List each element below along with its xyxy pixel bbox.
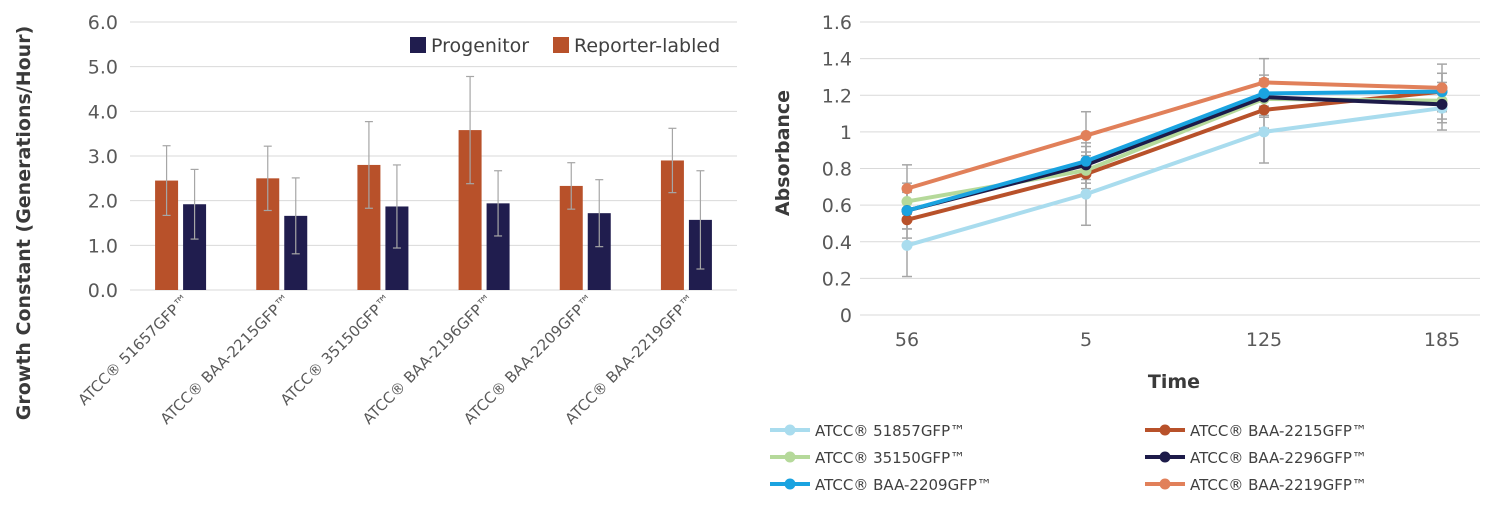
y-tick-label: 0.4 <box>822 232 852 254</box>
bar <box>660 160 684 290</box>
y-tick-label: 3.0 <box>88 146 118 168</box>
x-tick-label: 185 <box>1424 329 1460 351</box>
y-tick-label: 0.2 <box>822 268 852 290</box>
data-point <box>901 214 913 226</box>
x-tick-label: 5 <box>1080 329 1092 351</box>
x-tick-label: ATCC® 35150GFP™ <box>277 290 396 409</box>
data-point <box>1258 104 1270 116</box>
bar <box>458 130 482 290</box>
data-point <box>1436 98 1448 110</box>
legend-label: ATCC® BAA-2209GFP™ <box>815 476 992 494</box>
x-tick-label: ATCC® 51657GFP™ <box>75 290 194 409</box>
legend-marker <box>784 424 796 436</box>
legend: ATCC® 51857GFP™ ATCC® BAA-2215GFP™ ATCC® 3… <box>770 422 1367 494</box>
y-tick-label: 5.0 <box>88 57 118 79</box>
y-tick-label: 0.0 <box>88 280 118 302</box>
y-tick-label: 0.8 <box>822 159 852 181</box>
legend-marker <box>784 478 796 490</box>
data-point <box>1080 130 1092 142</box>
series-line <box>906 106 1443 248</box>
x-tick-label: 125 <box>1246 329 1282 351</box>
data-point <box>901 205 913 217</box>
y-tick-label: 6.0 <box>88 12 118 34</box>
y-tick-label: 1.0 <box>88 235 118 257</box>
bar <box>183 204 207 290</box>
y-tick-label: 0.6 <box>822 195 852 217</box>
x-tick-label: 56 <box>895 329 919 351</box>
x-axis-title: Time <box>1148 371 1200 393</box>
data-point <box>1258 87 1270 99</box>
legend-label: Progenitor <box>431 35 529 57</box>
bar <box>155 180 179 290</box>
growth-constant-bar-chart: 0.0 1.0 2.0 3.0 4.0 5.0 6.0 ATCC® 51657GFP™ ATCC… <box>13 12 737 428</box>
legend-marker <box>1159 451 1171 463</box>
legend-label: Reporter-labled <box>574 35 720 57</box>
y-tick-label: 0 <box>840 305 852 327</box>
data-point <box>1258 126 1270 138</box>
series-line <box>906 89 1443 213</box>
y-tick-label: 2.0 <box>88 191 118 213</box>
data-point <box>901 239 913 251</box>
legend-marker <box>1159 424 1171 436</box>
y-tick-label: 1.4 <box>822 49 852 71</box>
data-point <box>901 195 913 207</box>
y-axis-title: Growth Constant (Generations/Hour) <box>13 26 35 420</box>
y-tick-label: 1 <box>840 122 852 144</box>
data-point <box>1436 82 1448 94</box>
data-point <box>1258 76 1270 88</box>
data-point <box>1080 155 1092 167</box>
bar <box>357 164 381 290</box>
data-point <box>1080 188 1092 200</box>
y-tick-label: 1.2 <box>822 85 852 107</box>
absorbance-line-chart: 0 0.2 0.4 0.6 0.8 1 1.2 1.4 1.6 56 5 125 185 Absorban… <box>770 12 1480 494</box>
series-line <box>906 80 1443 191</box>
legend-label: ATCC® 51857GFP™ <box>815 422 965 440</box>
y-axis-title: Absorbance <box>772 90 794 216</box>
legend: Progenitor Reporter-labled <box>410 35 720 57</box>
legend-label: ATCC® BAA-2296GFP™ <box>1190 449 1367 467</box>
bar <box>587 213 611 290</box>
series-line <box>906 95 1443 213</box>
bar <box>559 185 583 290</box>
legend-marker <box>784 451 796 463</box>
y-tick-label: 4.0 <box>88 101 118 123</box>
data-point <box>901 183 913 195</box>
bar <box>256 178 280 290</box>
legend-label: ATCC® BAA-2215GFP™ <box>1190 422 1367 440</box>
legend-swatch <box>553 37 569 53</box>
legend-marker <box>1159 478 1171 490</box>
legend-label: ATCC® BAA-2219GFP™ <box>1190 476 1367 494</box>
legend-swatch <box>410 37 426 53</box>
bar <box>486 203 510 290</box>
y-tick-label: 1.6 <box>822 12 852 34</box>
series-line <box>906 96 1443 204</box>
legend-label: ATCC® 35150GFP™ <box>815 449 965 467</box>
